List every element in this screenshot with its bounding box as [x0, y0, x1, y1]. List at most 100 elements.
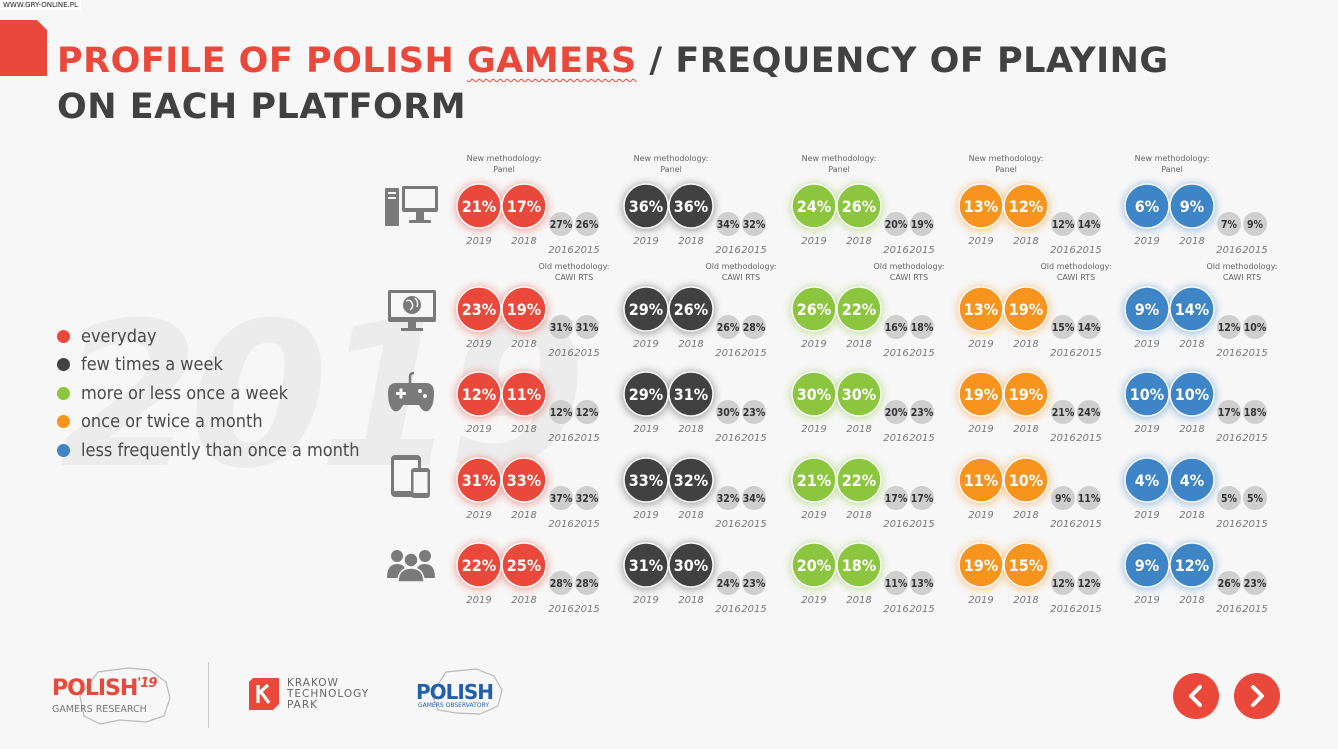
bubble-2016 — [1051, 212, 1075, 236]
year-label: 2015 — [1242, 604, 1267, 615]
poland-outline-icon — [431, 668, 503, 715]
bubble-2016 — [716, 571, 740, 595]
bubble-2015 — [575, 486, 599, 510]
year-label: 2015 — [1076, 604, 1101, 615]
bubble-value-label: 12% — [550, 407, 573, 419]
methodology-note-new: New methodology: — [634, 154, 709, 163]
legend-label: more or less once a week — [81, 382, 289, 404]
bubble-2016 — [549, 486, 573, 510]
bubble-2015 — [1077, 486, 1101, 510]
bubble-value-label: 12% — [462, 385, 496, 404]
bubble-value-label: 19% — [1009, 385, 1043, 404]
bubble-value-label: 19% — [1009, 300, 1043, 319]
legend-label: few times a week — [81, 354, 223, 376]
bubble-value-label: 10% — [1009, 471, 1043, 490]
bubble-value-label: 30% — [717, 407, 740, 419]
ktp-k-icon — [249, 678, 279, 710]
year-label: 2018 — [511, 424, 536, 435]
polish19-sub-text: GAMERS RESEARCH — [52, 704, 147, 715]
year-label: 2016 — [548, 245, 573, 256]
methodology-note-old: Old methodology: — [1041, 262, 1112, 271]
bubble-2015 — [910, 212, 934, 236]
previous-slide-button[interactable] — [1173, 673, 1219, 719]
bubble-2018 — [1003, 542, 1049, 588]
bubble-value-label: 14% — [1175, 300, 1209, 319]
year-label: 2019 — [466, 510, 491, 521]
year-label: 2018 — [1179, 595, 1204, 606]
year-label: 2018 — [511, 339, 536, 350]
bubble-value-label: 9% — [1180, 197, 1204, 216]
year-label: 2015 — [741, 604, 766, 615]
bubble-2018 — [1169, 183, 1215, 229]
year-label: 2015 — [574, 519, 599, 530]
year-label: 2015 — [1076, 348, 1101, 359]
bubble-2015 — [910, 400, 934, 424]
bubble-value-label: 29% — [629, 300, 663, 319]
bubble-2019 — [456, 457, 502, 503]
methodology-note-new: Panel — [828, 165, 850, 174]
year-label: 2015 — [1076, 433, 1101, 444]
bubble-2015 — [1077, 400, 1101, 424]
title-part2: GAMERS — [466, 41, 637, 81]
year-label: 2015 — [574, 245, 599, 256]
bubble-2016 — [884, 400, 908, 424]
bubble-value-label: 20% — [885, 219, 908, 231]
bubble-value-label: 12% — [1052, 219, 1075, 231]
year-label: 2015 — [1242, 348, 1267, 359]
year-label: 2019 — [1134, 424, 1159, 435]
bubble-2019 — [791, 371, 837, 417]
polish-gamers-observatory-logo: POLISH GAMERS OBSERVATORY — [416, 668, 506, 718]
bubble-2019 — [1124, 183, 1170, 229]
bubble-value-label: 19% — [964, 385, 998, 404]
bubble-2015 — [742, 212, 766, 236]
bubble-2016 — [1217, 212, 1241, 236]
methodology-note-old: Old methodology: — [874, 262, 945, 271]
bubble-value-label: 9% — [1135, 556, 1159, 575]
year-label: 2019 — [801, 236, 826, 247]
bubble-2016 — [716, 212, 740, 236]
methodology-note-new: New methodology: — [969, 154, 1044, 163]
year-label: 2016 — [1216, 433, 1241, 444]
bubble-2019 — [456, 183, 502, 229]
bubble-value-label: 17% — [911, 493, 934, 505]
bubble-value-label: 4% — [1180, 471, 1204, 490]
bubble-value-label: 15% — [1009, 556, 1043, 575]
bubble-value-label: 12% — [1052, 578, 1075, 590]
year-label: 2018 — [678, 424, 703, 435]
bubble-2015 — [575, 315, 599, 339]
bubble-value-label: 23% — [462, 300, 496, 319]
bubble-2018 — [836, 457, 882, 503]
bubble-2018 — [501, 457, 547, 503]
year-label: 2015 — [1076, 519, 1101, 530]
bubble-value-label: 28% — [743, 322, 766, 334]
bubble-value-label: 31% — [550, 322, 573, 334]
bubble-2019 — [791, 183, 837, 229]
bubble-value-label: 32% — [743, 219, 766, 231]
bubble-2019 — [623, 286, 669, 332]
bubble-value-label: 17% — [1218, 407, 1241, 419]
bubble-value-label: 13% — [911, 578, 934, 590]
bubble-value-label: 10% — [1244, 322, 1267, 334]
page-title: PROFILE OF POLISH GAMERS / FREQUENCY OF … — [57, 38, 1169, 130]
next-slide-button[interactable] — [1234, 673, 1280, 719]
bubble-value-label: 33% — [507, 471, 541, 490]
bubble-value-label: 32% — [576, 493, 599, 505]
bubble-2016 — [1051, 571, 1075, 595]
year-label: 2019 — [1134, 339, 1159, 350]
year-label: 2018 — [678, 236, 703, 247]
bubble-2019 — [623, 183, 669, 229]
bubble-2016 — [549, 212, 573, 236]
bubble-2016 — [716, 315, 740, 339]
bubble-value-label: 25% — [507, 556, 541, 575]
bubble-2019 — [958, 457, 1004, 503]
year-label: 2015 — [1242, 245, 1267, 256]
bubble-value-label: 12% — [1218, 322, 1241, 334]
bubble-value-label: 23% — [743, 578, 766, 590]
bubble-2018 — [1003, 183, 1049, 229]
bubble-value-label: 6% — [1135, 197, 1159, 216]
ktp-line2: TECHNOLOGY — [287, 688, 370, 700]
bubble-value-label: 24% — [717, 578, 740, 590]
year-label: 2018 — [1013, 510, 1038, 521]
year-label: 2015 — [574, 348, 599, 359]
bubble-value-label: 29% — [629, 385, 663, 404]
